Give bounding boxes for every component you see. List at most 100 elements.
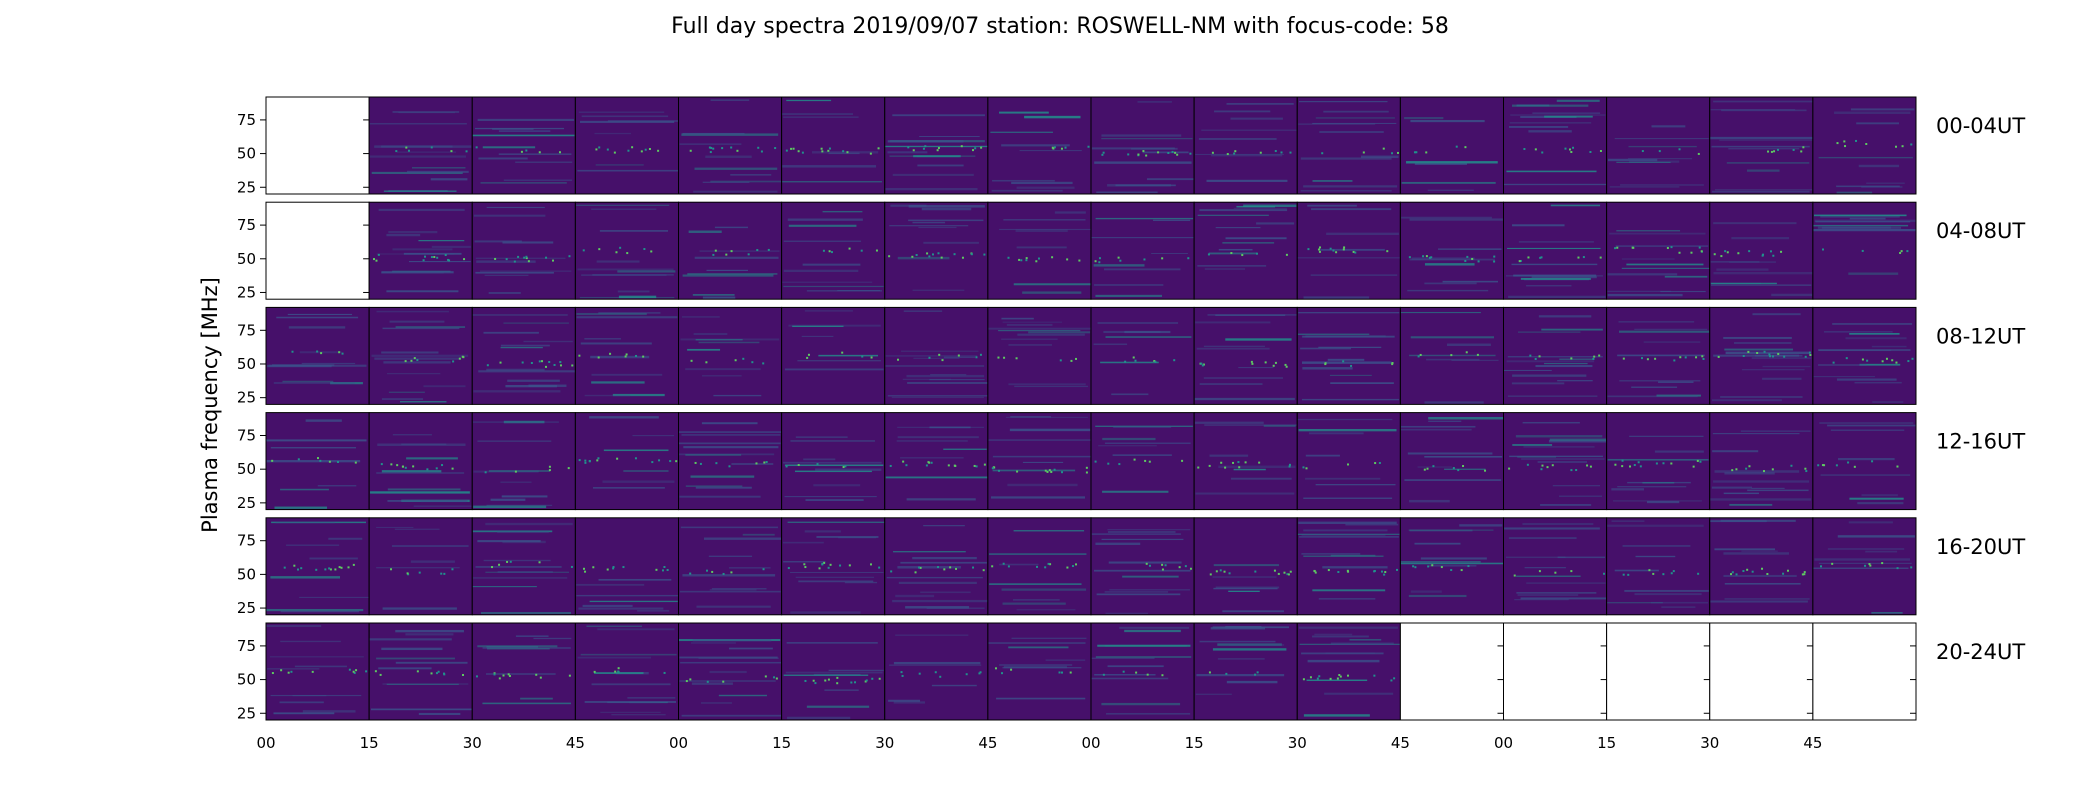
signal-streak [1194, 421, 1264, 424]
echo-dot [1051, 256, 1054, 259]
signal-streak [929, 426, 971, 429]
signal-streak [679, 143, 742, 145]
signal-streak [930, 374, 967, 376]
echo-dot [1782, 572, 1785, 575]
echo-dot [1539, 256, 1542, 259]
echo-dot [1280, 151, 1283, 154]
signal-streak [478, 157, 528, 160]
signal-streak [1729, 503, 1773, 506]
echo-dot [390, 463, 393, 466]
signal-streak [790, 440, 875, 442]
echo-dot [836, 682, 839, 685]
signal-streak [500, 481, 532, 483]
x-tick-label: 30 [1288, 734, 1307, 752]
signal-streak [600, 711, 661, 713]
echo-dot [1051, 146, 1054, 149]
echo-dot [1452, 467, 1455, 470]
echo-dot [1766, 572, 1769, 575]
signal-streak [786, 99, 832, 102]
echo-dot [1627, 573, 1630, 576]
echo-dot [1274, 150, 1277, 153]
echo-dot [1254, 673, 1257, 676]
signal-streak [885, 187, 978, 191]
signal-streak [475, 271, 554, 274]
signal-streak [1611, 488, 1644, 491]
echo-dot [792, 147, 795, 150]
y-tick-label: 25 [237, 599, 256, 617]
signal-streak [1022, 461, 1064, 463]
signal-streak [317, 485, 357, 487]
echo-dot [614, 670, 617, 673]
signal-streak [917, 164, 964, 167]
panel-background [1606, 517, 1710, 615]
echo-dot [714, 249, 717, 252]
echo-dot [1670, 462, 1673, 465]
echo-dot [1652, 572, 1655, 575]
signal-streak [906, 374, 985, 378]
signal-streak [1549, 438, 1607, 441]
echo-dot [902, 460, 905, 463]
echo-dot [907, 146, 910, 149]
signal-streak [1197, 265, 1267, 267]
signal-streak [474, 127, 565, 130]
echo-dot [1769, 355, 1772, 358]
signal-streak [1858, 164, 1900, 168]
row-label: 04-08UT [1936, 219, 2025, 243]
echo-dot [324, 568, 327, 571]
signal-streak [1407, 452, 1493, 455]
signal-streak [781, 181, 882, 183]
signal-streak [1710, 600, 1808, 603]
echo-dot [1264, 361, 1267, 364]
panel-background [678, 412, 782, 510]
signal-streak [788, 324, 881, 327]
panel-background [781, 517, 885, 615]
panel-background [472, 412, 576, 510]
echo-dot [442, 672, 445, 675]
signal-streak [1010, 416, 1051, 418]
echo-dot [1232, 461, 1235, 464]
echo-dot [1641, 150, 1644, 153]
panel-background [1091, 623, 1195, 720]
signal-streak [1404, 479, 1502, 481]
signal-streak [392, 111, 460, 113]
signal-streak [1620, 184, 1704, 186]
signal-streak [701, 422, 758, 425]
signal-streak [1409, 529, 1473, 532]
signal-streak [1297, 333, 1370, 335]
signal-streak [1001, 144, 1070, 147]
signal-streak [1124, 629, 1181, 633]
signal-streak [1016, 609, 1076, 611]
echo-dot [1881, 562, 1884, 565]
echo-dot [1477, 260, 1480, 263]
echo-dot [328, 460, 331, 463]
signal-streak [816, 536, 879, 538]
signal-streak [1520, 597, 1606, 600]
signal-streak [1233, 468, 1266, 471]
spectrum-panel [1296, 306, 1401, 405]
signal-streak [386, 290, 459, 293]
signal-streak [1107, 531, 1176, 533]
echo-dot [1726, 251, 1729, 254]
echo-dot [634, 457, 637, 460]
echo-dot [1770, 150, 1773, 153]
y-tick-label: 75 [237, 427, 256, 445]
signal-streak [1095, 542, 1141, 546]
signal-streak [1303, 497, 1393, 500]
panel-background [1606, 97, 1710, 194]
signal-streak [1607, 458, 1709, 461]
spectrum-panel [1296, 201, 1401, 300]
signal-streak [1312, 122, 1397, 124]
echo-dot [617, 671, 620, 674]
signal-streak [1614, 569, 1659, 572]
panel-background [781, 202, 885, 300]
panel-background [1194, 307, 1298, 405]
signal-streak [1008, 646, 1069, 649]
signal-streak [990, 496, 1086, 499]
echo-dot [1592, 357, 1595, 360]
echo-dot [365, 670, 368, 673]
echo-dot [775, 677, 778, 680]
signal-streak [1506, 170, 1597, 173]
signal-streak [1401, 181, 1496, 184]
echo-dot [822, 249, 825, 252]
echo-dot [1751, 570, 1754, 573]
